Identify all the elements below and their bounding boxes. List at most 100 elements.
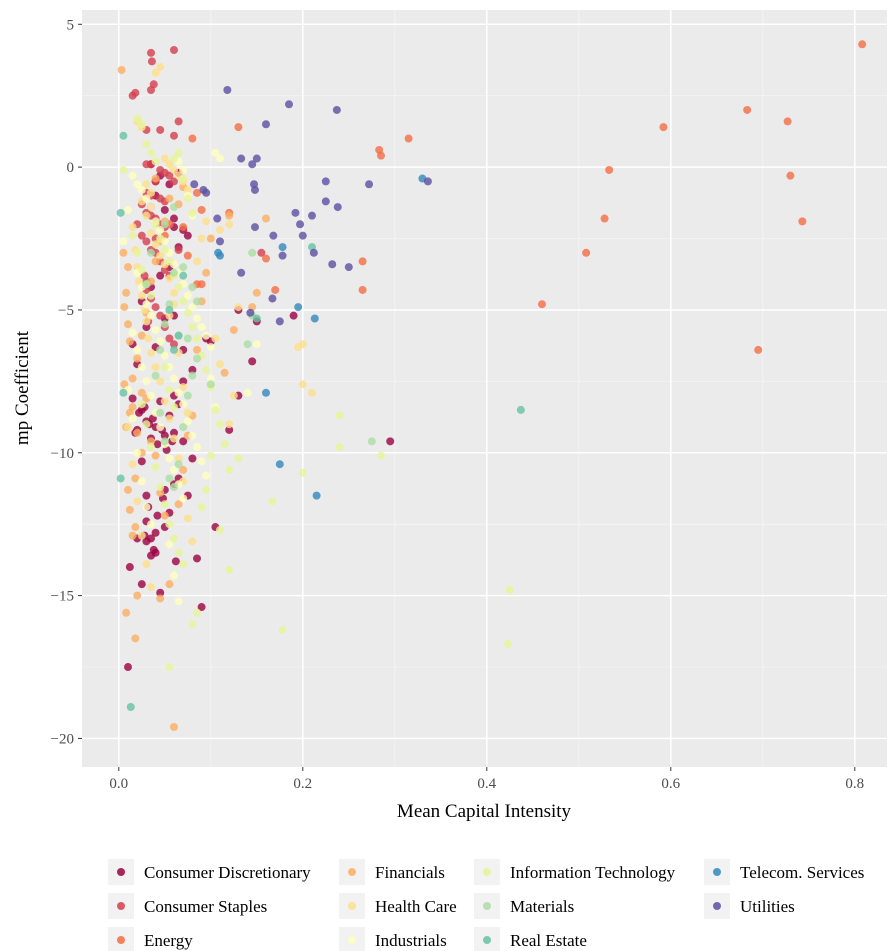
data-point <box>156 337 165 346</box>
data-point <box>128 223 137 232</box>
data-point <box>165 385 174 394</box>
data-point <box>170 214 178 223</box>
major-gridlines <box>82 10 887 767</box>
data-point <box>128 414 137 423</box>
data-point <box>183 514 192 523</box>
data-point <box>179 297 188 306</box>
data-point <box>124 263 132 272</box>
data-point <box>211 334 220 343</box>
data-point <box>179 560 188 569</box>
data-point <box>202 471 211 480</box>
data-point <box>271 285 280 294</box>
data-point <box>229 325 238 334</box>
data-point <box>174 148 183 157</box>
data-point <box>268 294 277 303</box>
data-point <box>269 231 278 240</box>
data-point <box>120 303 129 312</box>
data-point <box>786 171 795 180</box>
data-point <box>126 703 135 712</box>
data-point <box>206 380 215 389</box>
data-point <box>278 243 287 252</box>
data-point <box>135 408 144 417</box>
legend-item: Materials <box>474 893 574 919</box>
data-point <box>216 237 224 246</box>
data-point <box>160 351 169 360</box>
data-point <box>156 408 165 417</box>
data-point <box>153 440 162 449</box>
data-point <box>206 234 215 243</box>
data-point <box>137 477 146 486</box>
data-point <box>188 365 197 374</box>
data-point <box>151 68 160 77</box>
data-point <box>202 188 211 197</box>
data-point <box>278 625 287 634</box>
data-point <box>151 257 160 266</box>
data-point <box>133 591 142 600</box>
data-point <box>133 180 142 189</box>
data-point <box>213 214 222 223</box>
data-point <box>289 311 298 320</box>
data-point <box>234 303 243 312</box>
data-point <box>179 400 188 409</box>
data-point <box>156 63 165 72</box>
data-point <box>124 320 132 329</box>
y-tick-label: 0 <box>67 160 75 176</box>
x-tick-label: 0.4 <box>477 776 496 792</box>
data-point <box>179 437 188 446</box>
data-point <box>193 334 201 343</box>
data-point <box>252 314 261 323</box>
data-point <box>133 428 142 437</box>
legend-marker <box>117 936 125 944</box>
data-point <box>128 328 137 337</box>
data-point <box>183 194 192 203</box>
data-point <box>262 388 270 397</box>
legend-label: Materials <box>510 897 574 916</box>
data-point <box>225 420 234 429</box>
data-point <box>183 291 192 300</box>
data-point <box>170 203 178 212</box>
legend-marker <box>117 902 125 910</box>
data-point <box>275 460 284 469</box>
data-point <box>188 208 197 217</box>
data-point <box>211 405 220 414</box>
y-tick-label: −20 <box>51 731 74 747</box>
data-point <box>216 225 224 234</box>
data-point <box>147 48 155 57</box>
data-point <box>142 280 151 289</box>
data-point <box>165 540 174 549</box>
data-point <box>202 365 211 374</box>
data-point <box>165 311 174 320</box>
data-point <box>309 248 318 257</box>
data-point <box>248 160 257 169</box>
legend-label: Information Technology <box>510 863 676 882</box>
data-point <box>170 571 178 580</box>
legend-label: Industrials <box>375 931 447 950</box>
data-point <box>179 174 188 183</box>
data-point <box>137 331 146 340</box>
data-point <box>147 437 155 446</box>
data-point <box>151 220 160 229</box>
data-point <box>122 608 131 617</box>
data-point <box>137 231 146 240</box>
data-point <box>165 663 174 672</box>
data-point <box>188 431 197 440</box>
x-tick-label: 0.0 <box>109 776 128 792</box>
data-point <box>170 45 178 54</box>
data-point <box>179 423 188 432</box>
data-point <box>179 271 188 280</box>
data-point <box>243 388 252 397</box>
data-point <box>137 185 146 194</box>
data-point <box>128 531 137 540</box>
data-point <box>124 485 132 494</box>
data-point <box>174 597 183 606</box>
data-point <box>335 411 344 420</box>
data-point <box>183 308 192 317</box>
data-point <box>333 203 342 212</box>
x-tick-label: 0.6 <box>661 776 680 792</box>
data-point <box>229 391 238 400</box>
data-point <box>170 374 178 383</box>
data-point <box>246 308 255 317</box>
data-point <box>124 423 132 432</box>
data-point <box>147 520 155 529</box>
data-point <box>237 154 246 163</box>
